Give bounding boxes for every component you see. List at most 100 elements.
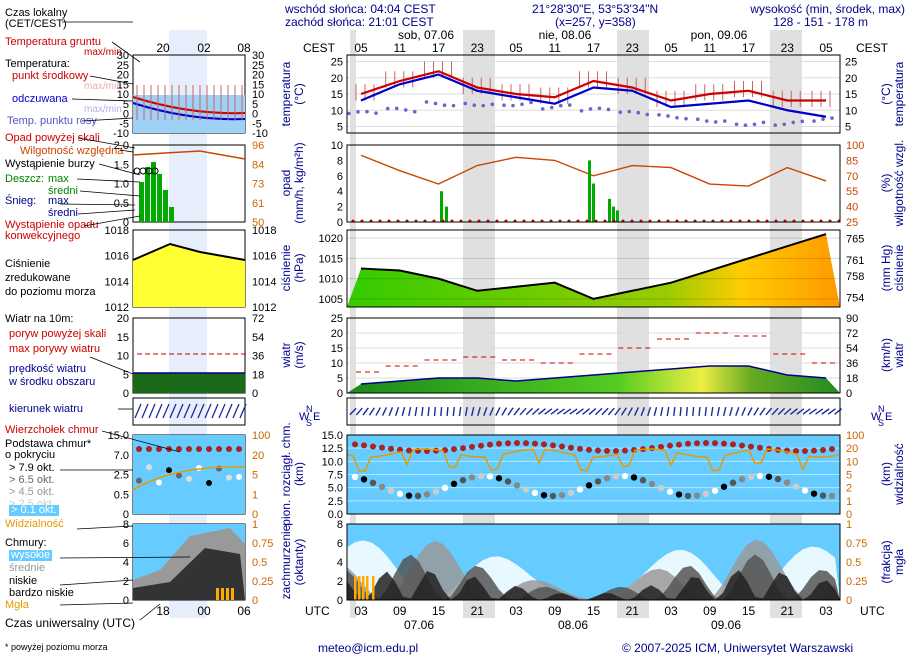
- wind-arrow: [507, 407, 514, 416]
- cloud-base-dot: [621, 472, 629, 480]
- dew-point-dot: [722, 119, 727, 123]
- wind-tick-right: 54: [846, 343, 858, 355]
- legend-leader-line: [81, 117, 134, 122]
- wind-arrow: [421, 406, 424, 417]
- footer-email[interactable]: meteo@icm.edu.pl: [318, 641, 419, 655]
- legend-leader-line: [76, 525, 134, 530]
- footer-copyright: © 2007-2025 ICM, Uniwersytet Warszawski: [622, 641, 854, 655]
- small-tick-left: 2: [123, 576, 129, 588]
- cloud-top-dot: [469, 443, 475, 450]
- temp-tick-right: 10: [845, 105, 857, 117]
- wind-arrow: [401, 406, 406, 417]
- small-rain-bar: [169, 207, 174, 222]
- small-rain-bar: [157, 174, 162, 222]
- bottom-day-label: 07.06: [404, 618, 434, 632]
- wind-dir-letter: E: [313, 411, 320, 423]
- precip-axis-title: (mm/h, kg/m²h): [292, 142, 306, 223]
- small-tick-right: 1012: [252, 302, 276, 314]
- cloud-base-dot: [387, 487, 395, 494]
- dew-point-dot: [540, 107, 545, 111]
- legend-dew-point: Temp. punktu rosy: [7, 115, 97, 127]
- small-cloud-top-dot: [226, 446, 232, 452]
- cloud-base-dot: [522, 486, 530, 493]
- cloud-top-dot: [478, 442, 484, 449]
- cloud-base-dot: [801, 487, 809, 494]
- small-tick-right: 10: [252, 89, 264, 101]
- wind-arrow: [525, 407, 534, 416]
- small-tick-left: 0: [123, 109, 129, 121]
- dew-point-dot: [597, 106, 602, 111]
- wind-arrow: [790, 408, 798, 415]
- cloud-tick-left: 0.0: [328, 509, 343, 521]
- temp-tick-right: 20: [845, 73, 857, 85]
- cover-tick-left: 8: [337, 519, 343, 531]
- wind-arrow: [362, 407, 369, 416]
- cloud-top-dot: [595, 447, 601, 454]
- wind-arrow: [614, 407, 621, 416]
- wind-arrow: [513, 407, 521, 416]
- utc-label-left: UTC: [305, 604, 330, 618]
- wind-arrow: [594, 407, 603, 416]
- temp-tick-left: 20: [331, 73, 343, 85]
- small-cloud-base-dot: [136, 477, 142, 484]
- legend-maxmin-2: max/min: [84, 104, 122, 115]
- hum-tick-right: 85: [846, 155, 858, 167]
- small-tick-left: -10: [113, 128, 129, 140]
- wind-arrow: [666, 406, 670, 417]
- cloud-base-dot: [540, 491, 548, 499]
- dew-point-dot: [347, 111, 351, 116]
- legend-convective: Wystąpienie opadu konwekcyjnego: [5, 219, 99, 242]
- wind-axis-title: (m/s): [292, 341, 306, 368]
- small-cloud-top-dot: [156, 446, 162, 452]
- cest-label-right: CEST: [856, 41, 889, 55]
- top-hour-tick: 17: [587, 41, 601, 55]
- small-fog-bar: [226, 588, 229, 600]
- small-tick-right: 20: [252, 70, 264, 82]
- legend-leader-line: [89, 356, 134, 375]
- bottom-hour-tick: 09: [393, 604, 407, 618]
- small-tick-right: 73: [252, 179, 264, 191]
- legend-snow: Śnieg:: [5, 195, 37, 207]
- dew-point-dot: [451, 103, 456, 108]
- wind-arrow: [563, 408, 572, 415]
- legend-pressure: Ciśnienie zredukowane do poziomu morza: [5, 258, 96, 298]
- small-tick-right: 5: [252, 99, 258, 111]
- wind-arrow: [588, 408, 597, 415]
- cloud-top-dot: [568, 444, 574, 451]
- wind-arrow: [427, 406, 430, 417]
- cloud-base-dot: [360, 476, 368, 483]
- small-tick-left: 1.5: [114, 159, 129, 171]
- wind-arrow: [815, 408, 824, 415]
- fog-bar: [366, 576, 369, 600]
- dew-point-dot: [463, 101, 468, 106]
- dew-point-dot: [394, 106, 399, 111]
- legend-cloud-top: Wierzchołek chmur: [5, 424, 99, 436]
- cloud-top-dot: [802, 447, 808, 454]
- dew-point-dot: [511, 103, 515, 108]
- small-tick-right: 54: [252, 332, 264, 344]
- cloud-top-dot: [496, 440, 502, 447]
- small-wind-arrow: [190, 403, 198, 419]
- cloud-top-dot: [730, 441, 736, 448]
- cover-layer: [347, 570, 840, 600]
- humidity-line: [360, 154, 827, 187]
- wind-arrow: [722, 406, 727, 417]
- small-fog-bar: [221, 588, 224, 600]
- small-wind-area: [133, 373, 245, 393]
- cloud-base-dot: [693, 492, 701, 499]
- cloud-base-dot: [702, 490, 710, 498]
- small-cloud-base-dot: [176, 472, 182, 479]
- dew-point-dot: [433, 101, 438, 106]
- legend-wind-speed: prędkość wiatru w środku obszaru: [9, 363, 96, 388]
- small-tick-left: 0: [123, 509, 129, 521]
- rain-bar: [612, 206, 615, 222]
- utc-label-right: UTC: [860, 604, 885, 618]
- legend-leader-line: [77, 137, 136, 149]
- fog-bar: [362, 576, 365, 600]
- legend-okt79: > 7.9 okt.: [9, 462, 55, 474]
- small-cloud-top-dot: [186, 446, 192, 452]
- cloud-top-dot: [721, 440, 727, 447]
- fog-tick-right: 0.25: [846, 576, 867, 588]
- legend-okt25: > 2.5 okt.: [9, 498, 55, 510]
